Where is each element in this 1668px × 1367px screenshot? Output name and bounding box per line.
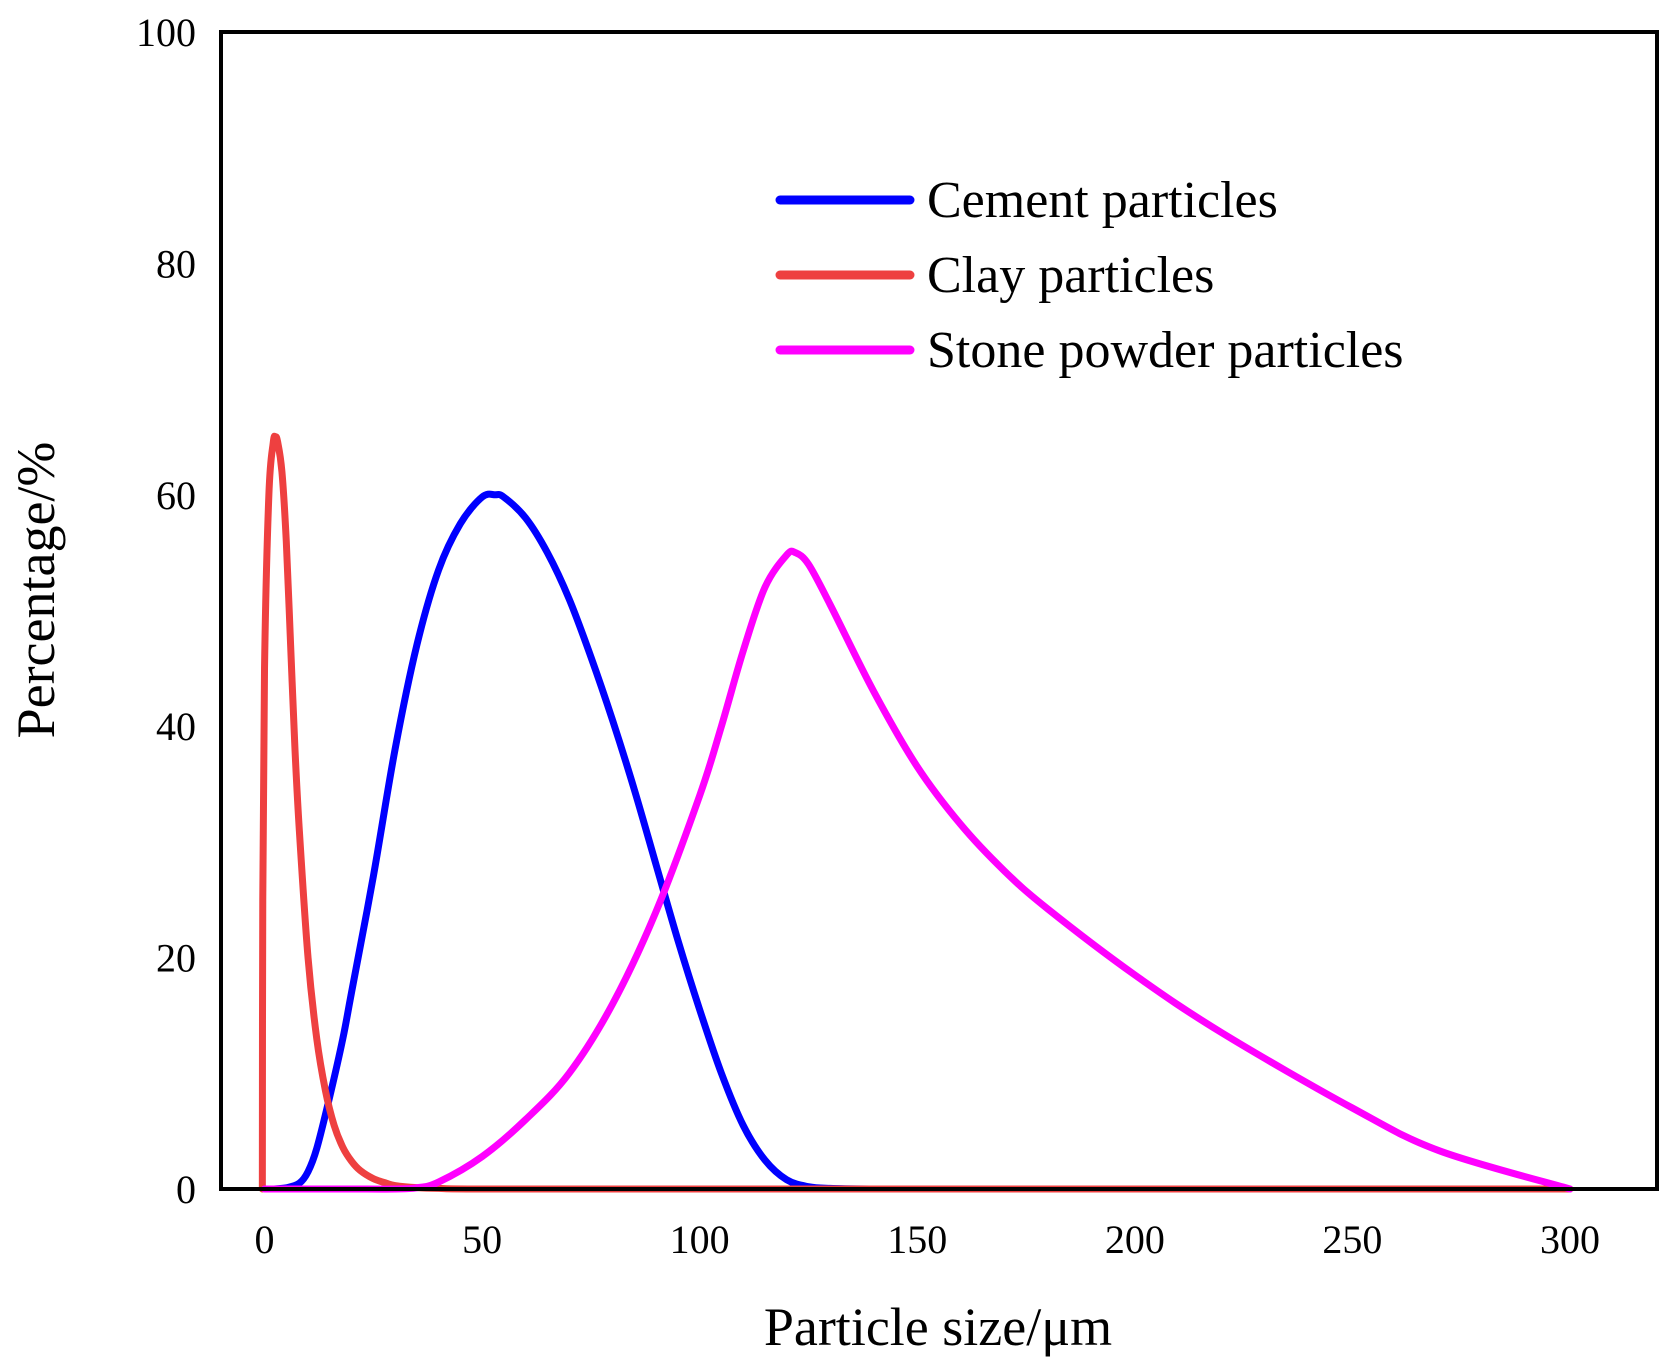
x-tick-label: 250 <box>1322 1217 1382 1262</box>
series-line-cement-particles <box>269 490 921 1193</box>
legend-label-cement-particles: Cement particles <box>927 172 1278 229</box>
y-tick-label: 40 <box>156 704 196 749</box>
legend: Cement particles Clay particles Stone powd… <box>775 172 1404 379</box>
x-tick-label: 0 <box>255 1217 275 1262</box>
y-tick-label: 60 <box>156 473 196 518</box>
y-axis-ticks: 0 20 40 60 80 100 <box>136 10 196 1212</box>
x-axis-title: Particle size/μm <box>764 1297 1112 1357</box>
y-tick-label: 80 <box>156 241 196 286</box>
legend-label-stone-powder-particles: Stone powder particles <box>927 322 1404 379</box>
x-tick-label: 50 <box>462 1217 502 1262</box>
x-tick-label: 300 <box>1540 1217 1600 1262</box>
legend-label-clay-particles: Clay particles <box>927 247 1214 304</box>
y-tick-label: 100 <box>136 10 196 55</box>
y-tick-label: 20 <box>156 936 196 981</box>
series-line-stone-powder-particles <box>261 547 1574 1193</box>
plot-frame <box>219 30 1659 1191</box>
y-tick-label: 0 <box>176 1167 196 1212</box>
x-axis-ticks: 0 50 100 150 200 250 300 <box>255 1217 1600 1262</box>
y-axis-title: Percentage/% <box>6 442 66 739</box>
x-tick-label: 200 <box>1105 1217 1165 1262</box>
x-tick-label: 100 <box>670 1217 730 1262</box>
x-tick-label: 150 <box>887 1217 947 1262</box>
